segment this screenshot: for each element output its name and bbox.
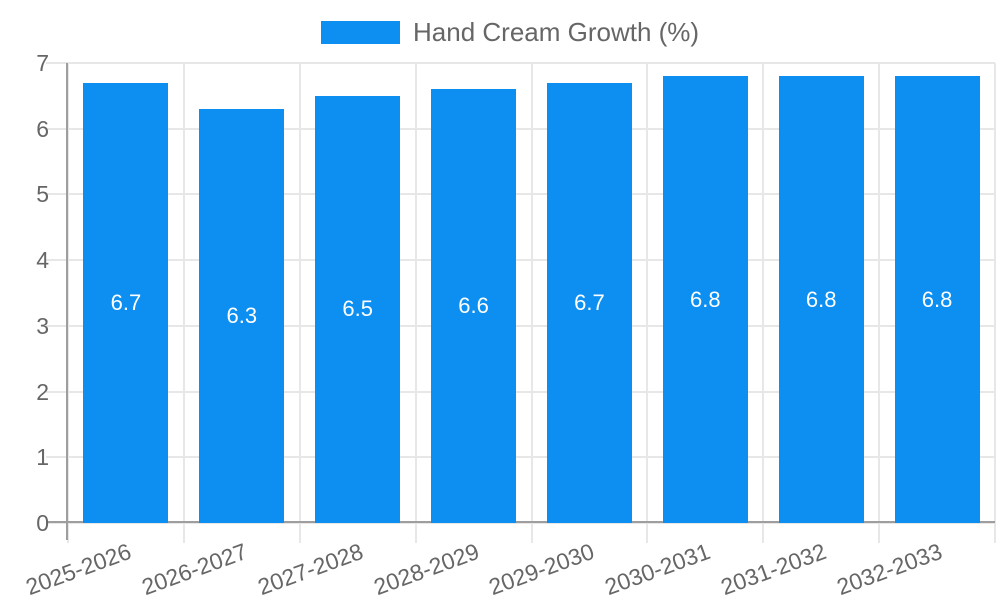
bar-value-label: 6.7 bbox=[110, 289, 142, 315]
bar-value-label: 6.8 bbox=[805, 286, 837, 312]
bar-value-label: 6.3 bbox=[226, 303, 258, 328]
x-gridline bbox=[762, 63, 765, 543]
y-axis-line bbox=[66, 63, 68, 540]
x-gridline bbox=[530, 63, 533, 543]
x-gridline bbox=[414, 63, 417, 543]
bar[interactable] bbox=[662, 76, 748, 523]
y-tick-label: 4 bbox=[36, 247, 49, 274]
x-gridline bbox=[646, 63, 649, 543]
y-tick-label: 3 bbox=[36, 312, 49, 339]
y-tick-label: 1 bbox=[36, 444, 49, 471]
legend-swatch-icon bbox=[321, 20, 400, 44]
x-gridline bbox=[182, 63, 185, 543]
y-gridline bbox=[46, 259, 995, 262]
chart-legend[interactable]: Hand Cream Growth (%) bbox=[321, 18, 699, 46]
y-gridline bbox=[46, 456, 995, 459]
bar-value-label: 6.6 bbox=[458, 293, 489, 319]
bar-value-label: 6.8 bbox=[921, 286, 953, 312]
bar[interactable] bbox=[199, 109, 285, 523]
y-gridline bbox=[46, 127, 995, 130]
y-gridline bbox=[46, 324, 995, 327]
bar[interactable] bbox=[546, 82, 632, 523]
bar[interactable] bbox=[431, 89, 517, 523]
x-gridline bbox=[67, 63, 69, 543]
y-gridline bbox=[46, 522, 995, 524]
x-axis-line bbox=[46, 521, 995, 523]
x-gridline bbox=[994, 63, 996, 543]
y-tick-label: 5 bbox=[36, 181, 49, 208]
y-tick-label: 6 bbox=[36, 115, 49, 142]
y-gridline bbox=[46, 193, 995, 196]
bar[interactable] bbox=[894, 76, 980, 523]
x-gridline bbox=[878, 63, 881, 543]
y-tick-label: 0 bbox=[36, 510, 49, 536]
legend-label: Hand Cream Growth (%) bbox=[413, 17, 700, 47]
y-gridline bbox=[46, 390, 995, 393]
bar[interactable] bbox=[83, 82, 169, 523]
bar-value-label: 6.7 bbox=[574, 289, 605, 315]
x-gridline bbox=[298, 63, 301, 543]
bar[interactable] bbox=[315, 95, 401, 523]
y-gridline bbox=[46, 62, 995, 64]
y-tick-label: 2 bbox=[36, 378, 49, 405]
y-tick-label: 7 bbox=[36, 50, 49, 76]
bar-value-label: 6.8 bbox=[690, 286, 721, 312]
bar-value-label: 6.5 bbox=[342, 296, 373, 322]
bar[interactable] bbox=[778, 76, 864, 523]
